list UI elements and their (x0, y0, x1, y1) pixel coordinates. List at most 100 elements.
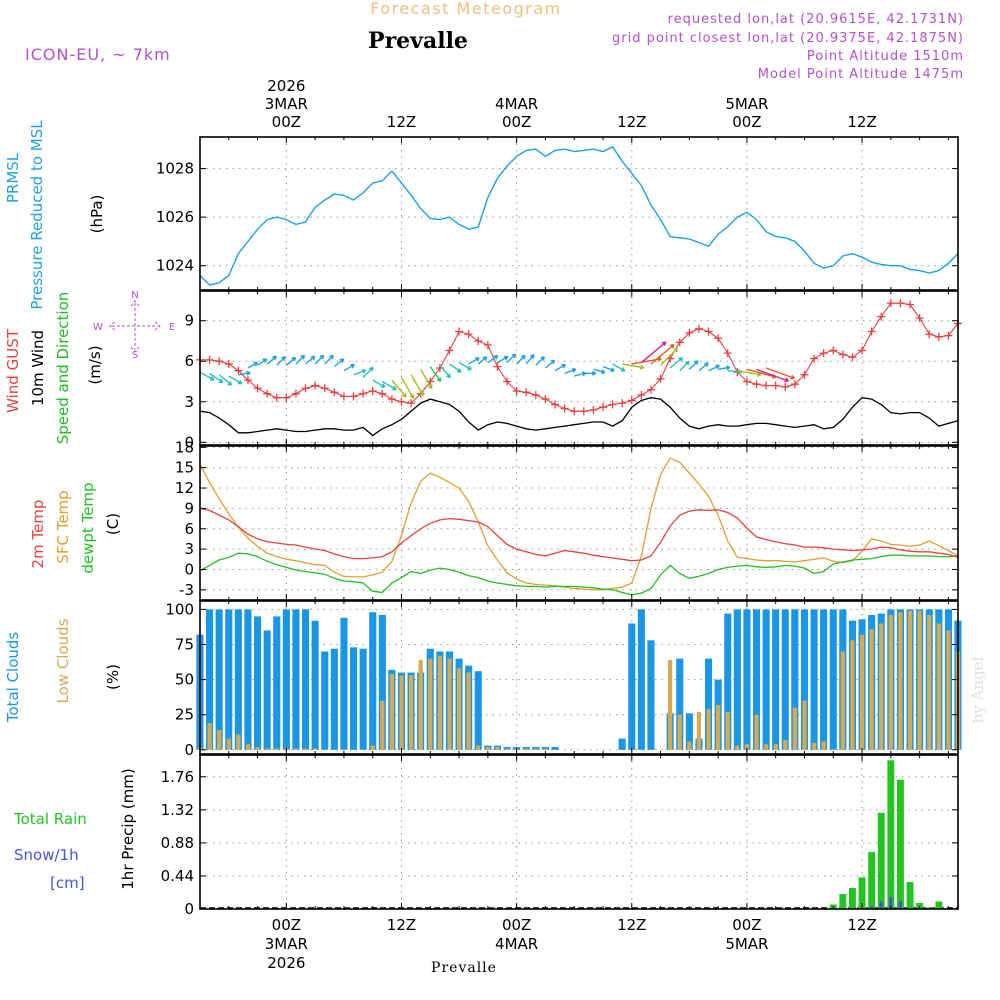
gust-marker (339, 392, 348, 401)
y-tick-label: 12 (175, 479, 194, 497)
y-tick-label: 1026 (156, 208, 194, 226)
point-altitude: Point Altitude 1510m (807, 49, 964, 64)
gust-marker (810, 354, 819, 363)
rain-bar (849, 888, 856, 909)
footer-location: Prevalle (431, 960, 497, 976)
y-tick-label: 15 (175, 459, 194, 477)
sfc-temp-label: SFC Temp (54, 490, 72, 563)
total-cloud-bar (685, 713, 693, 750)
total-cloud-bar (273, 616, 281, 750)
low-cloud-bar (504, 748, 510, 750)
low-cloud-bar (428, 658, 433, 750)
wind-arrowhead (661, 341, 667, 347)
total-cloud-bar (743, 609, 751, 750)
low-cloud-bar (226, 738, 231, 750)
wind-arrow (756, 368, 789, 382)
gust-marker (301, 384, 310, 393)
total-cloud-bar (321, 651, 329, 750)
total-cloud-bar (551, 747, 559, 750)
dewpoint-label: dewpt Temp (79, 482, 97, 573)
panel-frame (199, 136, 959, 291)
wind-arrow (449, 363, 462, 373)
gust-marker (598, 403, 607, 412)
total-cloud-bar (753, 609, 761, 750)
wind-arrowhead (503, 355, 509, 361)
wind-arrow (525, 354, 535, 365)
wind-arrow (593, 368, 606, 374)
wind-label: 10m Wind (29, 330, 47, 406)
gust-marker (627, 396, 636, 405)
gust-marker (407, 399, 416, 408)
total-cloud-bar (340, 617, 348, 750)
gust-marker (464, 330, 473, 339)
gust-marker (455, 327, 464, 336)
gust-marker (512, 386, 521, 395)
total-cloud-label: Total Clouds (4, 632, 22, 724)
wind-arrow (535, 356, 545, 366)
total-cloud-bar (762, 609, 770, 750)
gust-marker (848, 353, 857, 362)
wind-arrowhead (253, 361, 259, 367)
model-label: ICON-EU, ~ 7km (25, 45, 171, 64)
low-cloud-bar (485, 747, 490, 750)
low-cloud-bar (783, 740, 788, 750)
compass-n: N (131, 290, 138, 301)
wind-arrow (679, 361, 690, 372)
panel-frame (199, 290, 959, 446)
gust-marker (915, 314, 924, 323)
snow-label: Snow/1h (14, 846, 79, 864)
gust-marker (781, 382, 790, 391)
y-tick-label: 1028 (156, 160, 194, 178)
wind-arrowhead (482, 356, 488, 361)
low-cloud-bar (677, 714, 682, 750)
credit-watermark: by Angel (969, 656, 987, 723)
rain-bar (858, 877, 866, 909)
bottom-time-label: 00Z (732, 916, 761, 934)
wind-arrow (285, 357, 296, 366)
gust-marker (560, 404, 569, 413)
direction-label: Speed and Direction (54, 292, 72, 445)
gust-marker (877, 312, 886, 321)
gust-marker (714, 334, 723, 343)
low-cloud-bar (696, 711, 701, 750)
bottom-time-label: 4MAR (495, 935, 538, 953)
wind-arrowhead (600, 369, 606, 375)
panel-frame (199, 754, 959, 910)
gust-marker (253, 384, 262, 393)
wind-arrowhead (350, 364, 355, 369)
temp-2m-label: 2m Temp (29, 500, 47, 569)
gust-marker (637, 391, 646, 400)
wind-arrow (199, 371, 215, 381)
wind-arrowhead (529, 354, 535, 359)
low-cloud-bar (821, 741, 826, 750)
wind-arrowhead (693, 360, 699, 365)
bottom-time-label: 12Z (617, 916, 646, 934)
rain-bar (877, 812, 885, 909)
gust-marker (867, 327, 876, 336)
snow-bar (879, 901, 883, 909)
low-cloud-bar (946, 630, 951, 750)
total-cloud-bar (800, 609, 808, 750)
total-cloud-bar (330, 648, 338, 750)
gust-marker (330, 388, 339, 397)
rain-bar (906, 882, 914, 909)
wind-arrow (266, 355, 277, 365)
bottom-time-label: 12Z (847, 916, 876, 934)
wind-arrowhead (684, 360, 690, 366)
gust-marker (320, 384, 329, 393)
gust-marker (944, 331, 953, 340)
wind-arrowhead (291, 356, 297, 362)
wind-arrowhead (368, 366, 374, 372)
y-tick-label: 0.44 (161, 867, 194, 885)
wind-arrowhead (610, 367, 615, 373)
wind-arrowhead (725, 365, 731, 371)
wind-arrowhead (402, 392, 407, 398)
wind-arrow (410, 374, 424, 396)
bottom-time-label: 2026 (267, 954, 305, 972)
wind-arrow (487, 355, 499, 364)
low-cloud-bar (773, 744, 778, 750)
wind-arrow (554, 364, 566, 372)
wind-arrow (238, 371, 251, 376)
gust-marker (541, 395, 550, 404)
top-time-label: 12Z (847, 113, 876, 131)
